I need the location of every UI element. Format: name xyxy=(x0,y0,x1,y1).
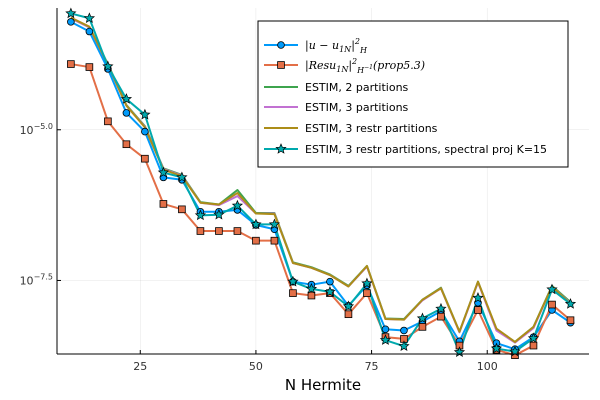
data-point xyxy=(527,332,540,344)
data-point xyxy=(437,312,445,321)
data-point xyxy=(65,7,77,19)
x-tick-label: 75 xyxy=(365,360,379,373)
data-point xyxy=(104,117,112,126)
data-point xyxy=(307,291,316,300)
data-point xyxy=(529,341,538,350)
data-point xyxy=(490,342,503,354)
y-tick-label: 10−5.0 xyxy=(20,122,53,137)
data-point xyxy=(474,306,482,314)
data-point xyxy=(400,326,408,335)
x-tick-label: 100 xyxy=(477,360,498,373)
data-point xyxy=(159,200,168,208)
x-tick-label: 25 xyxy=(133,360,147,373)
data-point xyxy=(157,166,170,178)
data-point xyxy=(398,340,410,351)
data-point xyxy=(196,227,205,235)
data-point xyxy=(361,277,373,289)
data-point xyxy=(233,227,242,235)
legend-marker-1 xyxy=(277,41,285,49)
data-point xyxy=(141,127,149,136)
legend-label-6: ESTIM, 3 restr partitions, spectral proj… xyxy=(305,143,547,156)
series-6-markers xyxy=(65,7,577,357)
data-point xyxy=(85,63,94,71)
data-point xyxy=(215,227,223,235)
legend-label-2: |Resu1N|2H−1(prop5.3) xyxy=(305,57,425,75)
series-group xyxy=(65,7,577,360)
data-point xyxy=(305,282,318,294)
x-axis-label: N Hermite xyxy=(285,376,361,394)
data-point xyxy=(122,109,131,117)
y-tick-label: 10−7.5 xyxy=(20,272,53,287)
data-point xyxy=(268,218,281,230)
data-point xyxy=(416,312,429,324)
series-6 xyxy=(70,12,572,354)
data-point xyxy=(120,93,133,104)
data-point xyxy=(194,209,207,221)
data-point xyxy=(418,323,427,331)
legend-marker-2 xyxy=(277,61,285,69)
data-point xyxy=(141,154,149,163)
data-point xyxy=(85,27,94,36)
data-point xyxy=(270,236,279,245)
series-5 xyxy=(70,16,572,343)
series-line xyxy=(70,12,572,354)
data-point xyxy=(122,140,131,149)
data-point xyxy=(250,218,262,230)
legend: |u − u1N|2H |Resu1N|2H−1(prop5.3) ESTIM, 2… xyxy=(257,20,569,168)
data-point xyxy=(67,18,75,26)
legend-marker-6 xyxy=(275,143,287,154)
data-point xyxy=(139,108,151,120)
data-point xyxy=(176,171,188,183)
axes xyxy=(56,8,589,355)
legend-label-1: |u − u1N|2H xyxy=(305,37,368,55)
data-point xyxy=(326,277,334,286)
data-point xyxy=(566,316,575,325)
data-point xyxy=(102,60,114,72)
data-point xyxy=(287,275,299,287)
data-point xyxy=(252,236,260,245)
series-2 xyxy=(70,63,572,357)
data-point xyxy=(472,292,484,303)
data-point xyxy=(379,334,392,345)
data-point xyxy=(83,12,96,24)
data-point xyxy=(67,60,75,68)
legend-label-3: ESTIM, 2 partitions xyxy=(305,81,409,94)
data-point xyxy=(363,289,371,297)
series-line xyxy=(70,16,572,343)
legend-box xyxy=(257,20,569,168)
data-point xyxy=(435,302,447,314)
legend-label-5: ESTIM, 3 restr partitions xyxy=(305,122,438,135)
data-point xyxy=(342,300,355,312)
data-point xyxy=(344,310,353,319)
data-point xyxy=(546,283,558,295)
data-point xyxy=(381,325,390,334)
series-line xyxy=(70,63,572,357)
data-point xyxy=(289,289,297,297)
data-point xyxy=(324,285,336,297)
data-point xyxy=(178,205,186,214)
data-point xyxy=(564,298,577,309)
tick-labels: 25 50 75 100 10−5.0 10−7.5 xyxy=(20,122,498,373)
data-point xyxy=(548,300,556,309)
x-tick-label: 50 xyxy=(249,360,263,373)
data-point xyxy=(231,199,244,211)
data-point xyxy=(213,208,225,220)
legend-label-4: ESTIM, 3 partitions xyxy=(305,101,409,114)
